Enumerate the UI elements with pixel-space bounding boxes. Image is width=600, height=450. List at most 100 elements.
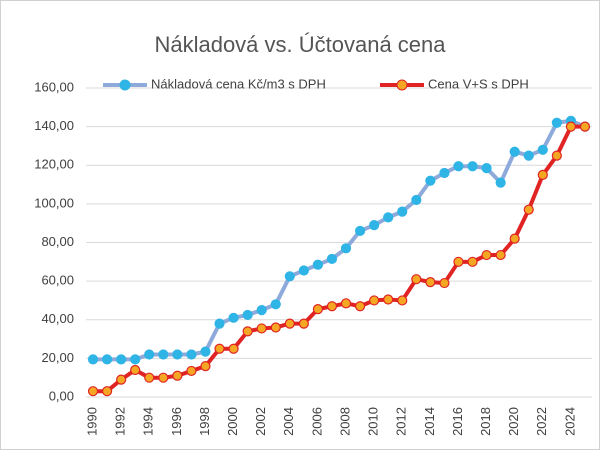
y-tick-label: 40,00 — [41, 311, 74, 326]
data-point — [116, 354, 127, 365]
data-point — [495, 177, 506, 188]
data-point — [116, 374, 127, 385]
data-point — [565, 121, 577, 132]
data-point — [383, 212, 394, 223]
y-tick-label: 160,00 — [34, 79, 74, 94]
data-point — [284, 271, 295, 282]
data-point — [101, 386, 113, 397]
data-point — [523, 150, 534, 161]
x-tick-label: 2022 — [534, 407, 549, 436]
data-point — [158, 349, 169, 360]
data-point — [453, 256, 464, 267]
x-tick-label: 1994 — [141, 407, 156, 436]
data-point — [397, 206, 408, 217]
y-tick-label: 60,00 — [41, 273, 74, 288]
data-point — [326, 301, 338, 312]
y-tick-label: 0,00 — [49, 388, 74, 403]
data-point — [411, 274, 422, 285]
data-point — [509, 233, 520, 244]
x-tick-label: 2020 — [506, 407, 521, 436]
x-tick-label: 1996 — [169, 407, 184, 436]
x-tick-label: 2006 — [309, 407, 324, 436]
y-tick-label: 20,00 — [41, 350, 74, 365]
data-point — [439, 167, 450, 179]
data-point — [284, 318, 295, 329]
data-point — [369, 220, 380, 231]
data-point — [298, 265, 309, 276]
data-point — [144, 349, 155, 360]
x-tick-label: 1992 — [113, 407, 128, 436]
legend-label: Cena V+S s DPH — [428, 76, 529, 91]
data-point — [214, 343, 225, 354]
data-point — [340, 243, 352, 254]
data-point — [354, 301, 366, 312]
data-point — [354, 225, 366, 237]
y-tick-label: 140,00 — [34, 118, 74, 133]
data-point — [383, 294, 394, 305]
data-point — [214, 318, 225, 329]
data-point — [200, 361, 211, 372]
x-tick-label: 2018 — [478, 407, 493, 436]
x-tick-label: 2004 — [281, 407, 296, 436]
data-point — [298, 318, 309, 329]
data-point — [453, 161, 464, 172]
data-point — [551, 117, 562, 128]
x-tick-label: 2000 — [225, 407, 240, 436]
data-point — [270, 322, 281, 333]
data-point — [481, 163, 492, 174]
data-point — [101, 354, 113, 365]
data-point — [537, 144, 548, 155]
data-point — [579, 121, 591, 132]
data-point — [537, 169, 548, 181]
data-point — [242, 326, 253, 337]
data-point — [172, 370, 183, 381]
y-tick-label: 100,00 — [34, 195, 74, 210]
data-point — [495, 249, 506, 261]
data-point — [326, 253, 338, 265]
data-point — [467, 161, 478, 172]
y-tick-label: 80,00 — [41, 234, 74, 249]
legend-marker — [396, 79, 408, 91]
x-tick-label: 2010 — [366, 407, 381, 436]
data-point — [256, 304, 267, 316]
x-tick-label: 2024 — [562, 407, 577, 436]
data-point — [228, 312, 239, 323]
data-point — [256, 323, 267, 334]
x-tick-label: 2008 — [337, 407, 352, 436]
x-tick-label: 2002 — [253, 407, 268, 436]
x-tick-label: 1998 — [197, 407, 212, 436]
data-point — [144, 372, 155, 383]
data-point — [87, 386, 99, 397]
data-point — [509, 146, 520, 157]
data-point — [242, 309, 253, 321]
data-point — [200, 346, 211, 357]
data-point — [425, 276, 436, 288]
data-point — [312, 304, 324, 315]
data-point — [551, 150, 562, 161]
data-point — [228, 343, 239, 354]
data-point — [186, 365, 197, 377]
data-point — [340, 298, 352, 309]
data-point — [130, 354, 141, 365]
data-point — [397, 295, 408, 306]
data-point — [312, 259, 324, 270]
data-point — [523, 204, 534, 215]
data-point — [186, 349, 197, 360]
x-tick-label: 2014 — [422, 407, 437, 436]
data-point — [369, 295, 380, 306]
data-point — [425, 175, 436, 186]
x-tick-label: 2016 — [450, 407, 465, 436]
data-point — [87, 354, 99, 365]
data-point — [481, 249, 492, 261]
x-tick-label: 2012 — [394, 407, 409, 436]
legend-label: Nákladová cena Kč/m3 s DPH — [151, 76, 326, 91]
data-point — [439, 277, 450, 289]
data-point — [172, 349, 183, 360]
data-point — [411, 194, 422, 206]
data-point — [467, 256, 478, 267]
data-point — [270, 299, 281, 310]
data-point — [130, 364, 141, 376]
legend-marker — [119, 79, 131, 91]
